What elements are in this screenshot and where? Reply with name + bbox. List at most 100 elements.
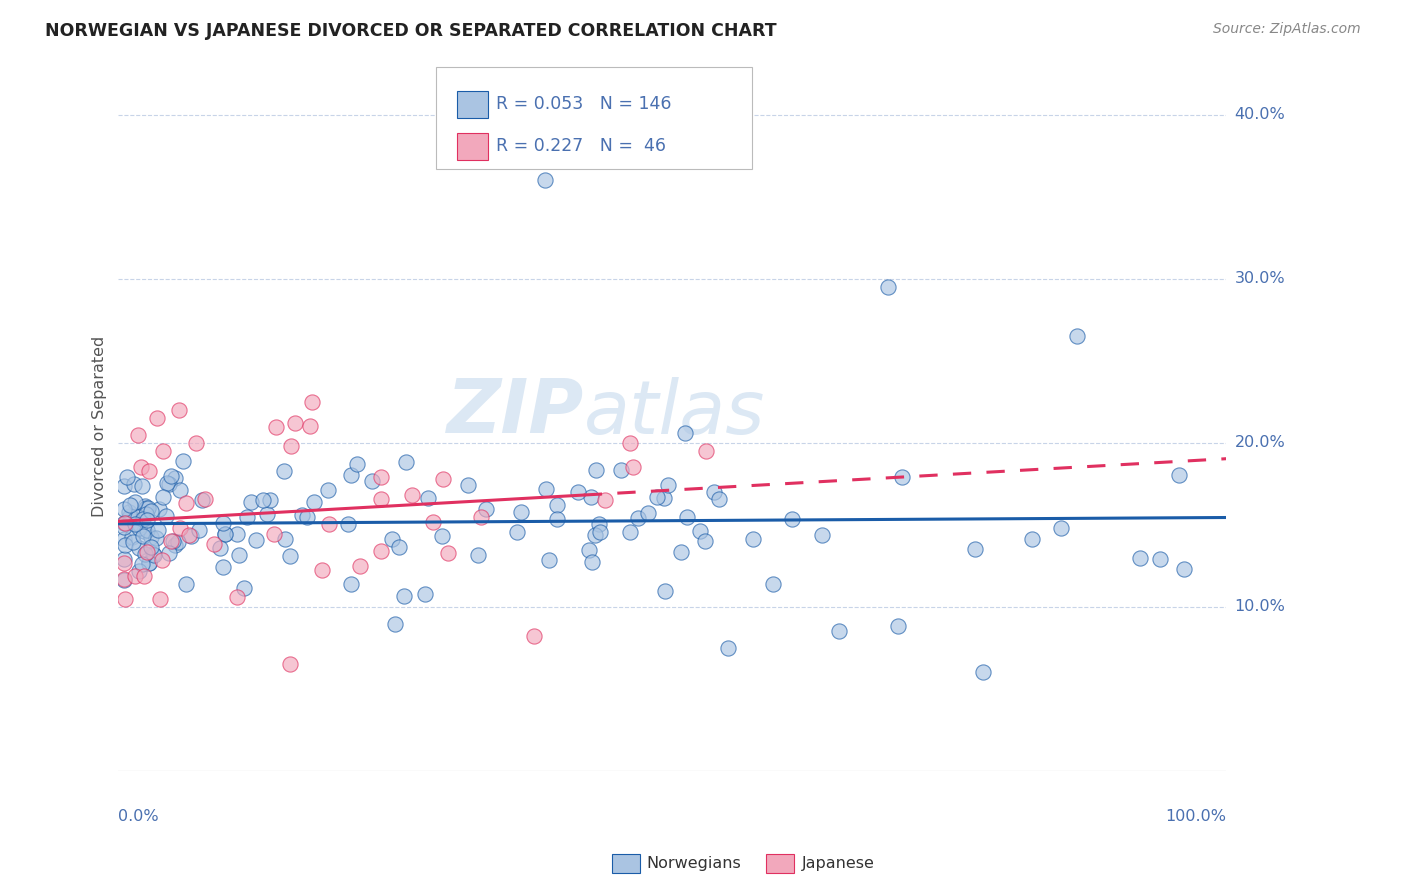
Point [176,496,198,510]
Point [1021,533,1043,547]
Point [610,463,633,477]
Point [418,491,440,505]
Point [135,501,157,516]
Point [122,476,145,491]
Point [114,591,136,606]
Point [676,510,699,524]
Point [135,513,157,527]
Point [142,547,165,561]
Point [252,493,274,508]
Point [118,508,141,523]
Point [128,564,150,578]
Point [337,516,360,531]
Point [141,504,163,518]
Point [148,523,170,537]
Point [301,394,323,409]
Text: R = 0.227   N =  46: R = 0.227 N = 46 [496,137,666,155]
Point [112,572,135,586]
Point [546,512,568,526]
Point [695,443,717,458]
Point [121,530,143,544]
Point [581,555,603,569]
Point [141,540,163,554]
Text: 100.0%: 100.0% [1166,808,1226,823]
Point [457,478,479,492]
Point [965,541,987,556]
Point [467,549,489,563]
Point [1129,551,1152,566]
Point [299,418,322,433]
Point [163,538,186,552]
Point [1168,468,1191,483]
Point [169,521,191,535]
Point [157,476,180,491]
Point [827,624,849,639]
Point [422,515,444,529]
Point [228,549,250,563]
Point [179,528,201,542]
Point [284,417,307,431]
Point [138,556,160,570]
Point [647,490,669,504]
Point [131,479,153,493]
Point [654,583,676,598]
Text: Source: ZipAtlas.com: Source: ZipAtlas.com [1213,22,1361,37]
Point [226,526,249,541]
Point [134,500,156,514]
Point [127,427,149,442]
Point [127,510,149,524]
Point [589,524,612,539]
Point [155,509,177,524]
Point [212,516,235,531]
Point [136,523,159,537]
Point [184,435,207,450]
Point [112,552,135,566]
Point [259,493,281,508]
Point [117,470,139,484]
Point [290,508,312,523]
Point [318,517,340,532]
Point [972,665,994,680]
Point [214,527,236,541]
Point [349,558,371,573]
Point [132,512,155,526]
Point [150,553,173,567]
Point [370,543,392,558]
Point [141,530,163,544]
Point [131,558,153,572]
Point [370,469,392,483]
Point [316,483,339,497]
Point [534,482,557,496]
Point [637,507,659,521]
Point [121,535,143,549]
Point [346,457,368,471]
Point [537,552,560,566]
Point [578,543,600,558]
Point [384,617,406,632]
Point [128,541,150,555]
Point [1149,551,1171,566]
Point [245,533,267,547]
Point [392,589,415,603]
Point [146,411,169,425]
Point [124,517,146,532]
Point [304,495,326,509]
Point [361,475,384,489]
Point [593,493,616,508]
Point [474,501,496,516]
Point [124,495,146,509]
Point [707,492,730,507]
Point [157,546,180,560]
Point [212,560,235,574]
Point [169,483,191,497]
Point [167,534,190,549]
Point [132,529,155,543]
Text: 20.0%: 20.0% [1234,435,1285,450]
Point [169,403,191,417]
Point [693,534,716,549]
Y-axis label: Divorced or Separated: Divorced or Separated [93,335,107,517]
Point [112,516,135,530]
Text: R = 0.053   N = 146: R = 0.053 N = 146 [496,95,672,113]
Point [138,501,160,516]
Text: 10.0%: 10.0% [1234,599,1285,615]
